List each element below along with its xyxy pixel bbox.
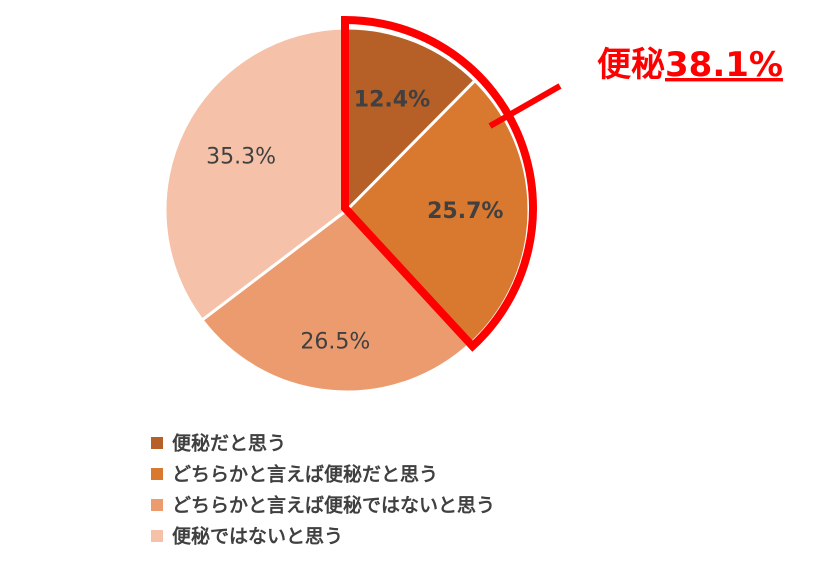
legend-label: どちらかと言えば便秘ではないと思う bbox=[172, 494, 495, 517]
data-label: 25.7% bbox=[427, 199, 503, 224]
legend-swatch bbox=[151, 468, 163, 480]
pie-slice bbox=[163, 26, 349, 323]
annotation: 便秘38.1% bbox=[597, 45, 783, 85]
legend-swatch bbox=[151, 499, 163, 511]
data-label: 35.3% bbox=[206, 144, 276, 169]
legend-label: 便秘だと思う bbox=[172, 432, 286, 455]
annotation-prefix: 便秘 bbox=[597, 45, 665, 85]
legend-swatch bbox=[151, 530, 163, 542]
data-label: 26.5% bbox=[300, 329, 370, 354]
annotation-value: 38.1% bbox=[665, 45, 783, 85]
pie-slice bbox=[345, 26, 478, 214]
legend: 便秘だと思うどちらかと言えば便秘だと思うどちらかと言えば便秘ではないと思う便秘で… bbox=[151, 432, 495, 548]
pie-slice bbox=[199, 207, 473, 394]
highlight-outline bbox=[341, 15, 537, 352]
legend-swatch bbox=[151, 437, 163, 449]
legend-label: どちらかと言えば便秘だと思う bbox=[172, 463, 438, 486]
legend-label: 便秘ではないと思う bbox=[172, 525, 343, 548]
pie bbox=[163, 15, 562, 394]
data-label: 12.4% bbox=[354, 88, 430, 113]
callout-line bbox=[488, 83, 562, 129]
data-labels: 12.4% 25.7% 26.5% 35.3% bbox=[206, 88, 503, 355]
